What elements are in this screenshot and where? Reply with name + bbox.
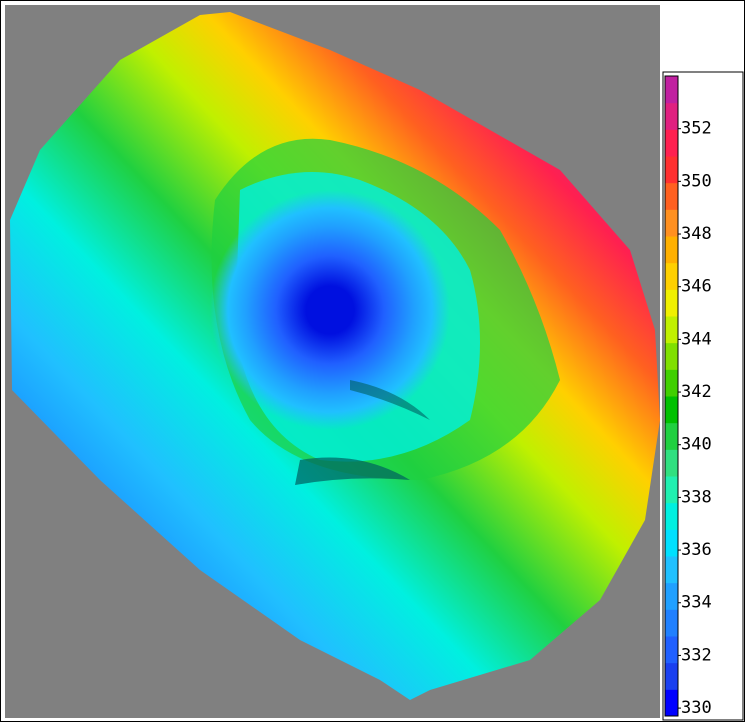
tick-label: 340: [681, 435, 712, 455]
colorbar-band: [665, 262, 678, 290]
colorbar-band: [665, 369, 678, 397]
colorbar-band: [665, 209, 678, 237]
tick-label: 346: [681, 277, 712, 297]
colorbar-band: [665, 76, 678, 104]
tick-label: 338: [681, 487, 712, 507]
colorbar-band: [665, 476, 678, 504]
colorbar-band: [665, 689, 678, 717]
colorbar-band: [665, 396, 678, 424]
colorbar-band: [665, 529, 678, 557]
colorbar: [665, 76, 678, 717]
depression: [210, 190, 450, 430]
tick-label: 330: [681, 698, 712, 718]
tick-label: 336: [681, 540, 712, 560]
tick-label: 348: [681, 224, 712, 244]
tick-label: 342: [681, 382, 712, 402]
colorbar-band: [665, 662, 678, 690]
colorbar-band: [665, 316, 678, 344]
colorbar-band: [665, 129, 678, 157]
colorbar-band: [665, 236, 678, 264]
colorbar-band: [665, 609, 678, 637]
tick-label: 350: [681, 171, 712, 191]
colorbar-frame: [664, 75, 679, 717]
colorbar-band: [665, 342, 678, 370]
colorbar-band: [665, 422, 678, 450]
tick-label: 344: [681, 329, 712, 349]
shadow: [350, 380, 430, 420]
colorbar-band: [665, 289, 678, 317]
colorbar-band: [665, 556, 678, 584]
colorbar-band: [665, 636, 678, 664]
colorbar-band: [665, 102, 678, 130]
tick-label: 334: [681, 593, 712, 613]
colorbar-band: [665, 182, 678, 210]
colorbar-band: [665, 582, 678, 610]
colorbar-band: [665, 156, 678, 184]
colorbar-band: [665, 449, 678, 477]
colorbar-band: [665, 502, 678, 530]
shadow: [295, 457, 410, 485]
tick-label: 332: [681, 645, 712, 665]
tick-label: 352: [681, 119, 712, 139]
